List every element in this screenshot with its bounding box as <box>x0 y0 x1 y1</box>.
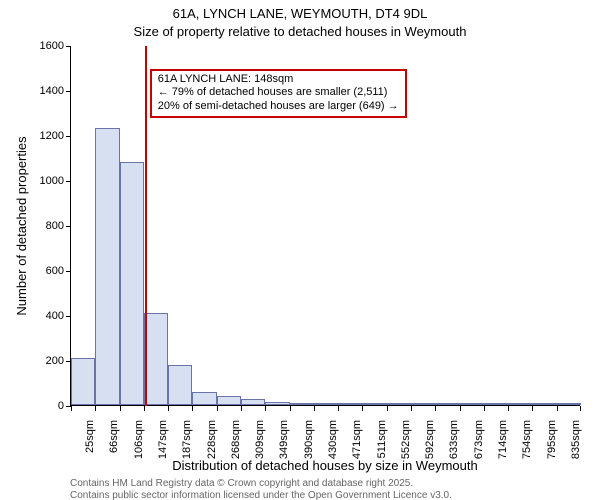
x-tick <box>217 406 218 411</box>
histogram-bar <box>557 403 581 405</box>
x-tick <box>532 406 533 411</box>
y-tick-label: 1200 <box>30 130 64 142</box>
y-tick-label: 200 <box>30 355 64 367</box>
y-tick-label: 1000 <box>30 175 64 187</box>
x-tick-label: 66sqm <box>108 420 120 468</box>
x-tick-label: 835sqm <box>570 420 582 468</box>
x-tick-label: 268sqm <box>230 420 242 468</box>
annotation-line2: ← 79% of detached houses are smaller (2,… <box>158 86 399 100</box>
histogram-bar <box>460 403 484 405</box>
annotation-box: 61A LYNCH LANE: 148sqm ← 79% of detached… <box>150 69 407 118</box>
x-tick-label: 633sqm <box>448 420 460 468</box>
x-tick-label: 430sqm <box>327 420 339 468</box>
x-tick-label: 552sqm <box>400 420 412 468</box>
y-tick-label: 1600 <box>30 40 64 52</box>
footer-line2: Contains public sector information licen… <box>70 490 452 500</box>
x-tick-label: 187sqm <box>181 420 193 468</box>
histogram-bar <box>241 399 265 405</box>
x-tick <box>435 406 436 411</box>
y-tick <box>66 226 71 227</box>
x-tick <box>241 406 242 411</box>
histogram-bar <box>362 403 386 405</box>
histogram-bar <box>387 403 411 405</box>
x-tick <box>411 406 412 411</box>
x-tick <box>265 406 266 411</box>
x-tick <box>460 406 461 411</box>
y-tick-label: 800 <box>30 220 64 232</box>
chart-title-line2: Size of property relative to detached ho… <box>0 24 600 39</box>
x-tick-label: 349sqm <box>278 420 290 468</box>
histogram-bar <box>532 403 556 405</box>
x-tick <box>508 406 509 411</box>
x-tick <box>144 406 145 411</box>
y-tick <box>66 271 71 272</box>
histogram-bar <box>265 402 289 405</box>
y-tick-label: 1400 <box>30 85 64 97</box>
x-tick <box>120 406 121 411</box>
histogram-bar <box>314 403 338 405</box>
x-tick <box>95 406 96 411</box>
histogram-bar <box>338 403 362 405</box>
x-tick <box>192 406 193 411</box>
footer-line1: Contains HM Land Registry data © Crown c… <box>70 478 413 489</box>
x-tick-label: 714sqm <box>497 420 509 468</box>
x-tick <box>71 406 72 411</box>
x-tick-label: 511sqm <box>376 420 388 468</box>
x-tick <box>314 406 315 411</box>
x-tick-label: 106sqm <box>133 420 145 468</box>
x-tick <box>557 406 558 411</box>
x-tick <box>362 406 363 411</box>
histogram-bar <box>192 392 216 406</box>
x-tick-label: 592sqm <box>424 420 436 468</box>
annotation-line1: 61A LYNCH LANE: 148sqm <box>158 73 399 87</box>
property-marker-line <box>145 46 147 406</box>
histogram-bar <box>508 403 532 405</box>
x-tick-label: 25sqm <box>84 420 96 468</box>
histogram-bar <box>435 403 459 405</box>
histogram-bar <box>168 365 192 406</box>
y-tick-label: 600 <box>30 265 64 277</box>
histogram-bar <box>484 403 508 405</box>
histogram-bar <box>290 403 314 405</box>
histogram-bar <box>120 162 144 405</box>
x-tick-label: 795sqm <box>546 420 558 468</box>
x-tick-label: 673sqm <box>473 420 485 468</box>
y-tick <box>66 46 71 47</box>
x-tick <box>387 406 388 411</box>
histogram-bar <box>217 396 241 405</box>
x-tick-label: 147sqm <box>157 420 169 468</box>
y-tick <box>66 316 71 317</box>
x-tick <box>338 406 339 411</box>
chart-title-line1: 61A, LYNCH LANE, WEYMOUTH, DT4 9DL <box>0 6 600 21</box>
x-tick-label: 471sqm <box>351 420 363 468</box>
x-tick-label: 754sqm <box>521 420 533 468</box>
y-axis-label: Number of detached properties <box>14 46 29 406</box>
y-tick <box>66 181 71 182</box>
annotation-line3: 20% of semi-detached houses are larger (… <box>158 100 399 114</box>
y-tick-label: 0 <box>30 400 64 412</box>
x-tick-label: 390sqm <box>303 420 315 468</box>
histogram-bar <box>71 358 95 405</box>
x-tick-label: 309sqm <box>254 420 266 468</box>
histogram-bar <box>95 128 119 405</box>
y-tick <box>66 91 71 92</box>
y-tick-label: 400 <box>30 310 64 322</box>
x-tick <box>168 406 169 411</box>
x-tick-label: 228sqm <box>206 420 218 468</box>
histogram-bar <box>144 313 168 405</box>
y-tick <box>66 136 71 137</box>
x-tick <box>580 406 581 411</box>
x-tick <box>290 406 291 411</box>
histogram-bar <box>411 403 435 405</box>
x-tick <box>484 406 485 411</box>
